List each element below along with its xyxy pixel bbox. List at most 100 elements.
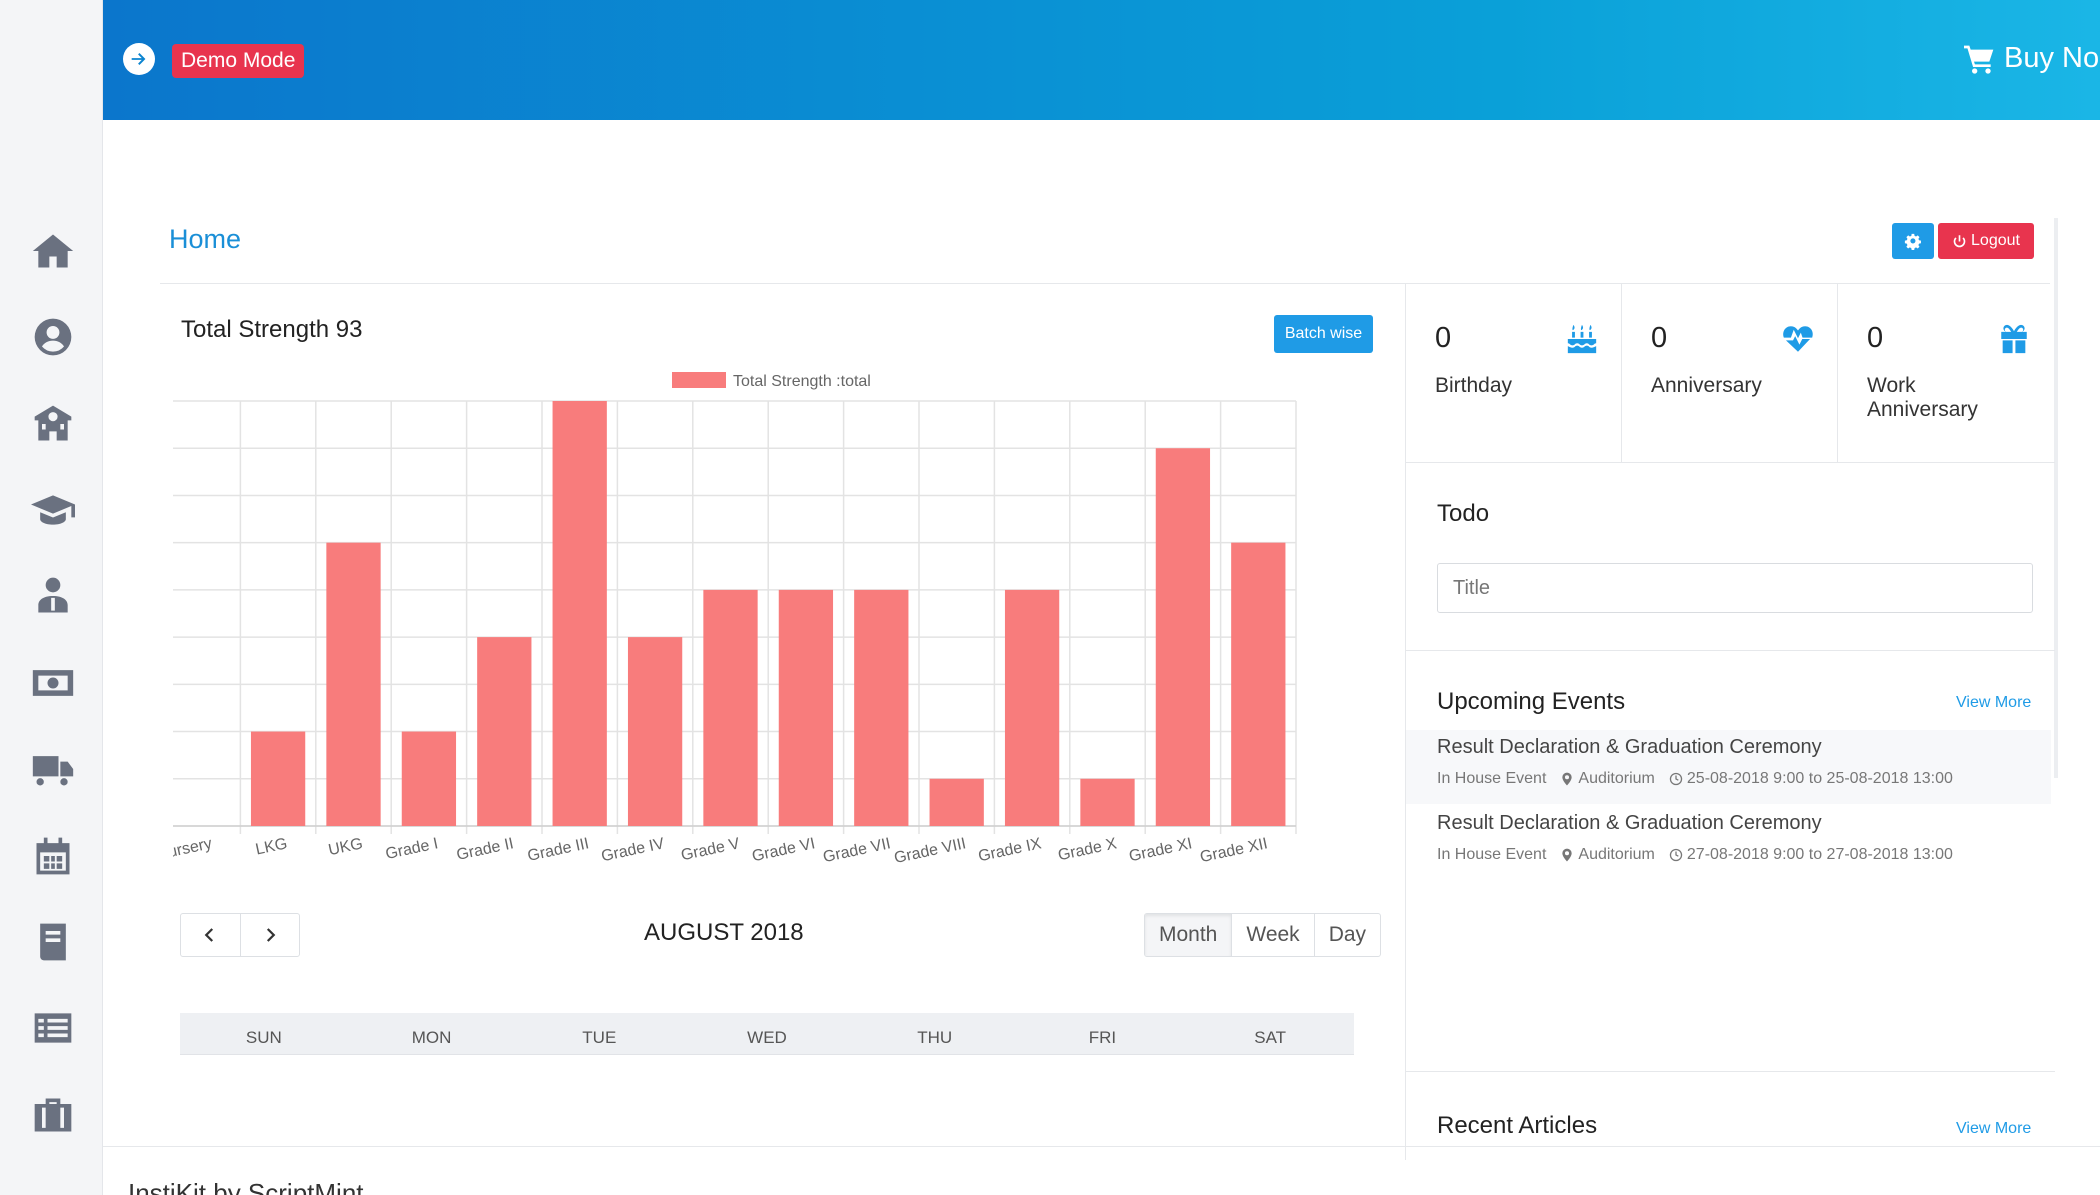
x-tick-label: Grade VI	[751, 835, 817, 865]
bar-grade-i	[401, 731, 457, 826]
legend-label: Total Strength :total	[733, 373, 871, 390]
bar-lkg	[250, 731, 306, 826]
x-tick-label: Grade III	[526, 835, 590, 865]
view-week-button[interactable]: Week	[1232, 914, 1315, 956]
clock-icon	[1669, 848, 1683, 862]
bar-grade-x	[1080, 778, 1135, 826]
bar-grade-vii	[854, 589, 909, 826]
x-tick-label: Grade VII	[822, 835, 893, 866]
todo-title: Todo	[1437, 500, 1490, 527]
work-anniversary-label: Work Anniversary	[1867, 374, 1978, 421]
bar-grade-iii	[552, 401, 607, 826]
calendar-title: AUGUST 2018	[644, 919, 804, 946]
bar-grade-ii	[477, 637, 532, 826]
x-tick-label: Grade XII	[1199, 835, 1270, 866]
heartbeat-icon	[1781, 322, 1815, 356]
event-title: Result Declaration & Graduation Ceremony	[1437, 812, 1822, 834]
anniversary-label: Anniversary	[1651, 374, 1762, 397]
chevron-right-icon	[266, 928, 276, 942]
birthday-stat[interactable]: 0 Birthday	[1406, 284, 1622, 462]
x-tick-label: Grade XI	[1128, 835, 1194, 865]
x-tick-label: Grade I	[384, 835, 440, 863]
weekday-label: THU	[917, 1028, 953, 1047]
home-icon[interactable]	[30, 228, 76, 274]
map-marker-icon	[1562, 772, 1573, 786]
footer-text: InstiKit by ScriptMint	[128, 1178, 364, 1195]
cart-icon	[1964, 45, 1994, 74]
work-anniversary-count: 0	[1867, 322, 1884, 354]
x-tick-label: Nursery	[173, 835, 214, 863]
bar-grade-viii	[929, 778, 984, 826]
view-month-button[interactable]: Month	[1145, 914, 1233, 956]
divider	[1406, 650, 2055, 651]
calendar-next-button[interactable]	[241, 914, 300, 956]
anniversary-stat[interactable]: 0 Anniversary	[1622, 284, 1838, 462]
x-tick-label: Grade V	[680, 835, 742, 864]
events-view-more-link[interactable]: View More	[1956, 694, 2032, 711]
weekday-label: SAT	[1254, 1028, 1287, 1047]
gift-icon	[1997, 322, 2031, 356]
divider	[160, 283, 2050, 284]
graduation-cap-icon[interactable]	[30, 487, 76, 533]
birthday-count: 0	[1435, 322, 1452, 354]
power-icon	[1953, 234, 1966, 247]
birthday-label: Birthday	[1435, 374, 1513, 397]
bar-grade-vi	[778, 589, 834, 826]
logout-label: Logout	[1971, 232, 2020, 249]
x-tick-label: Grade IX	[977, 835, 1043, 865]
work-anniversary-stat[interactable]: 0 Work Anniversary	[1838, 284, 2054, 462]
event-time: 27-08-2018 9:00 to 27-08-2018 13:00	[1686, 846, 1953, 863]
logout-button[interactable]: Logout	[1938, 223, 2034, 259]
total-strength-title: Total Strength 93	[181, 316, 363, 343]
anniversary-count: 0	[1651, 322, 1668, 354]
event-type: In House Event	[1437, 770, 1547, 787]
main-content: Home Logout Total Strength 93 Batch wise…	[103, 120, 2100, 1195]
articles-view-more-link[interactable]: View More	[1956, 1120, 2032, 1137]
calendar-prev-button[interactable]	[181, 914, 241, 956]
buy-now-link[interactable]: Buy No	[1963, 42, 2099, 75]
book-icon[interactable]	[30, 919, 76, 965]
settings-button[interactable]	[1892, 223, 1934, 259]
divider	[103, 1146, 2100, 1147]
divider	[1406, 1071, 2055, 1072]
todo-title-input[interactable]	[1437, 563, 2033, 613]
scrollbar-track[interactable]	[2054, 218, 2058, 778]
weekday-label: MON	[411, 1028, 452, 1047]
batch-wise-button[interactable]: Batch wise	[1274, 315, 1373, 353]
calendar-icon[interactable]	[30, 833, 76, 879]
money-icon[interactable]	[30, 660, 76, 706]
x-tick-label: Grade VIII	[893, 835, 968, 867]
arrow-right-icon	[131, 53, 146, 65]
briefcase-icon[interactable]	[30, 1092, 76, 1138]
event-meta: In House Event Auditorium 27-08-2018 9:0…	[1437, 846, 1953, 864]
sidebar	[0, 0, 103, 1195]
weekday-label: FRI	[1088, 1028, 1117, 1047]
recent-articles-title: Recent Articles	[1437, 1112, 1598, 1139]
bar-grade-iv	[627, 637, 683, 826]
list-icon[interactable]	[30, 1005, 76, 1051]
weekday-label: TUE	[582, 1028, 617, 1047]
bar-grade-xii	[1231, 542, 1286, 826]
right-column: 0 Birthday 0 Anniversary 0 Work Annivers…	[1405, 284, 2055, 1160]
event-item[interactable]: Result Declaration & Graduation Ceremony…	[1406, 730, 2051, 804]
legend-swatch	[672, 372, 726, 388]
page-title: Home	[169, 224, 242, 254]
school-building-icon[interactable]	[30, 401, 76, 447]
divider	[1406, 462, 2055, 463]
chevron-left-icon	[204, 928, 214, 942]
event-item[interactable]: Result Declaration & Graduation Ceremony…	[1406, 806, 2051, 880]
calendar-weekday-header: SUN MON TUE WED THU FRI SAT	[180, 1013, 1354, 1055]
demo-mode-badge: Demo Mode	[172, 44, 305, 78]
x-tick-label: Grade IV	[600, 835, 666, 865]
bar-ukg	[326, 542, 381, 826]
user-circle-icon[interactable]	[30, 314, 76, 360]
bus-icon[interactable]	[30, 746, 76, 792]
bar-grade-v	[703, 589, 758, 826]
calendar-nav	[180, 913, 300, 957]
event-venue: Auditorium	[1578, 846, 1655, 863]
event-title: Result Declaration & Graduation Ceremony	[1437, 736, 1822, 758]
sidebar-toggle-button[interactable]	[123, 43, 155, 75]
view-day-button[interactable]: Day	[1328, 923, 1367, 946]
teacher-icon[interactable]	[30, 573, 76, 619]
